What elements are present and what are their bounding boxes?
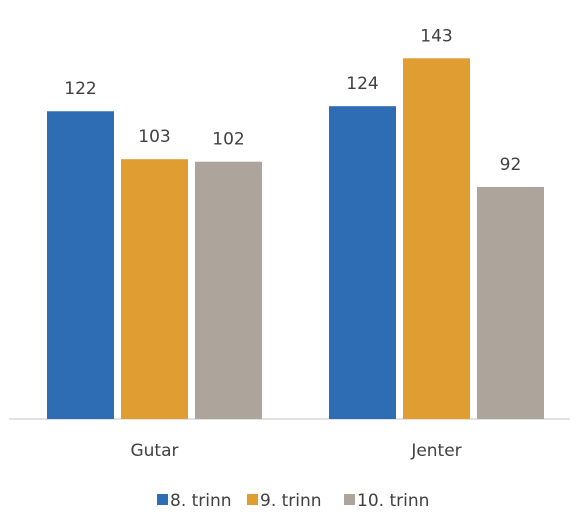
legend-label: 10. trinn — [357, 491, 429, 511]
data-label: 102 — [212, 130, 244, 150]
bar-gutar-9-trinn — [121, 159, 188, 419]
data-label: 92 — [500, 155, 522, 175]
data-label: 103 — [138, 127, 170, 147]
data-label: 143 — [420, 26, 452, 46]
bar-jenter-8-trinn — [329, 106, 396, 419]
data-label: 122 — [64, 79, 96, 99]
legend-swatch — [344, 494, 355, 505]
bar-gutar-10-trinn — [195, 161, 262, 419]
legend: 8. trinn 9. trinn 10. trinn — [157, 491, 429, 511]
category-label: Jenter — [410, 441, 461, 461]
legend-label: 9. trinn — [260, 491, 322, 511]
bar-jenter-9-trinn — [403, 58, 470, 420]
category-labels-group: Gutar Jenter — [130, 441, 461, 461]
legend-swatch — [157, 494, 168, 505]
legend-swatch — [247, 494, 258, 505]
bar-gutar-8-trinn — [47, 111, 114, 419]
bar-jenter-10-trinn — [477, 186, 544, 419]
value-labels-group: 122 103 102 124 143 92 — [64, 26, 521, 175]
category-label: Gutar — [130, 441, 178, 461]
bars-group — [47, 58, 544, 420]
data-label: 124 — [346, 74, 378, 94]
legend-label: 8. trinn — [170, 491, 232, 511]
